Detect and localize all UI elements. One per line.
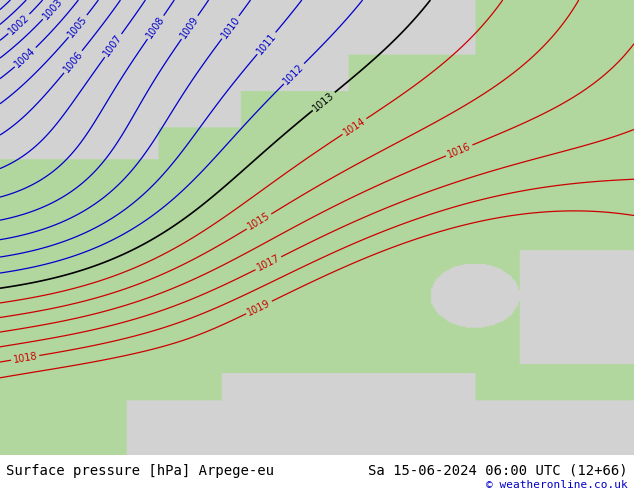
Text: 1017: 1017: [255, 253, 281, 273]
Text: 1014: 1014: [342, 116, 368, 137]
Text: Sa 15-06-2024 06:00 UTC (12+66): Sa 15-06-2024 06:00 UTC (12+66): [368, 464, 628, 478]
Text: 1007: 1007: [102, 33, 124, 58]
Text: 1004: 1004: [13, 46, 38, 69]
Text: © weatheronline.co.uk: © weatheronline.co.uk: [486, 480, 628, 490]
Text: Surface pressure [hPa] Arpege-eu: Surface pressure [hPa] Arpege-eu: [6, 464, 275, 478]
Text: 1013: 1013: [311, 90, 337, 113]
Text: 1005: 1005: [66, 14, 89, 39]
Text: 1018: 1018: [12, 351, 38, 365]
Text: 1002: 1002: [6, 12, 32, 36]
Text: 1016: 1016: [446, 141, 472, 160]
Text: 1011: 1011: [255, 31, 278, 56]
Text: 1019: 1019: [246, 297, 272, 318]
Text: 1003: 1003: [41, 0, 64, 21]
Text: 1010: 1010: [219, 15, 242, 40]
Text: 1006: 1006: [61, 49, 85, 74]
Text: 1009: 1009: [179, 14, 201, 40]
Text: 1012: 1012: [281, 61, 306, 86]
Text: 1008: 1008: [145, 14, 167, 40]
Text: 1015: 1015: [246, 211, 272, 232]
